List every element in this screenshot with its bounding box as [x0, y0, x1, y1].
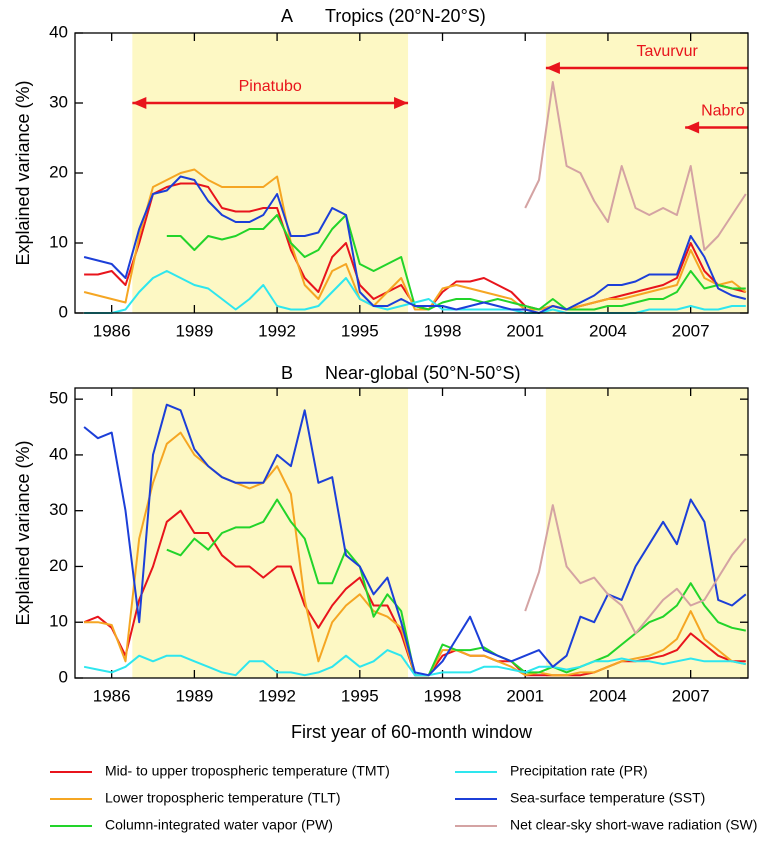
x-tick-label: 1992	[258, 686, 296, 705]
x-tick-label: 1998	[424, 321, 462, 340]
plot-frame	[74, 32, 749, 314]
x-tick-label: 1995	[341, 321, 379, 340]
x-tick-label: 2001	[506, 686, 544, 705]
series-line	[83, 649, 746, 677]
plot-frame	[74, 387, 749, 679]
volcanic-period	[545, 388, 748, 678]
series-line	[166, 214, 746, 311]
legend-label: Lower tropospheric temperature (TLT)	[105, 790, 341, 806]
arrow-head	[132, 97, 147, 109]
x-tick-label: 1992	[258, 321, 296, 340]
y-tick-label: 30	[49, 500, 68, 519]
series-line	[524, 504, 747, 635]
y-tick-label: 40	[49, 22, 68, 41]
panel-letter: B	[281, 363, 293, 383]
y-tick-label: 30	[49, 92, 68, 111]
volcanic-period	[132, 388, 409, 678]
event-label: Tavurvur	[636, 43, 698, 60]
x-tick-label: 2004	[589, 321, 627, 340]
event-label: Pinatubo	[239, 78, 302, 95]
series-line	[166, 498, 746, 677]
x-tick-label: 1989	[175, 321, 213, 340]
y-axis-label: Explained variance (%)	[13, 440, 33, 625]
arrow-head	[685, 121, 700, 134]
legend-label: Column-integrated water vapor (PW)	[105, 817, 333, 833]
y-tick-label: 0	[59, 667, 68, 686]
x-tick-label: 2001	[506, 321, 544, 340]
y-tick-label: 20	[49, 556, 68, 575]
series-line	[524, 81, 747, 251]
panel-title: Near-global (50°N-50°S)	[325, 363, 520, 383]
arrow-head	[394, 97, 409, 109]
x-tick-label: 2007	[672, 686, 710, 705]
x-tick-label: 1986	[93, 686, 131, 705]
y-axis-label: Explained variance (%)	[13, 80, 33, 265]
series-line	[83, 175, 747, 314]
legend-label: Mid- to upper tropospheric temperature (…	[105, 763, 390, 779]
panel-title: Tropics (20°N-20°S)	[325, 6, 486, 26]
series-line	[83, 168, 747, 311]
arrow-head	[545, 62, 560, 74]
x-tick-label: 1995	[341, 686, 379, 705]
x-tick-label: 2007	[672, 321, 710, 340]
series-line	[83, 403, 747, 677]
y-tick-label: 0	[59, 302, 68, 321]
legend-label: Sea-surface temperature (SST)	[510, 790, 705, 806]
panel-letter: A	[281, 6, 293, 26]
y-tick-label: 20	[49, 162, 68, 181]
volcanic-period	[545, 33, 748, 313]
x-tick-label: 1989	[175, 686, 213, 705]
legend-label: Precipitation rate (PR)	[510, 763, 648, 779]
x-tick-label: 1986	[93, 321, 131, 340]
x-tick-label: 2004	[589, 686, 627, 705]
y-tick-label: 10	[49, 612, 68, 631]
event-label: Nabro	[701, 103, 745, 120]
x-tick-label: 1998	[424, 686, 462, 705]
volcanic-period	[132, 33, 409, 313]
x-axis-label: First year of 60-month window	[291, 722, 533, 742]
y-tick-label: 10	[49, 232, 68, 251]
y-tick-label: 40	[49, 444, 68, 463]
legend-label: Net clear-sky short-wave radiation (SW)	[510, 817, 757, 833]
y-tick-label: 50	[49, 389, 68, 408]
